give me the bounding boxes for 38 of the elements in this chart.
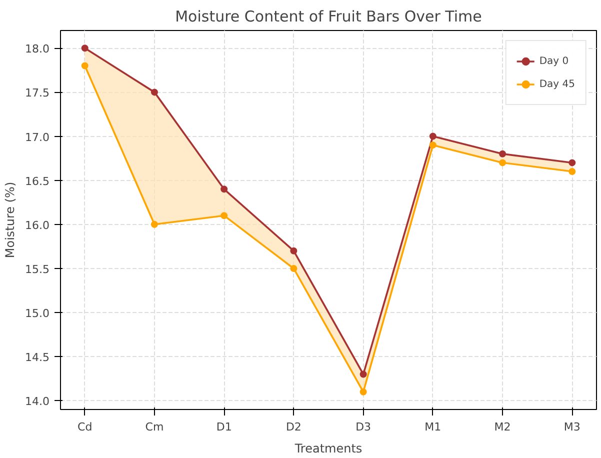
x-tick-label: M2 bbox=[494, 420, 511, 434]
x-tick-label: Cm bbox=[145, 420, 164, 434]
x-tick-label: M1 bbox=[424, 420, 442, 434]
x-tick-label: D2 bbox=[286, 420, 302, 434]
point bbox=[360, 388, 367, 396]
point bbox=[220, 212, 228, 220]
x-tick-label: D3 bbox=[356, 420, 372, 434]
point bbox=[150, 220, 158, 228]
y-tick-label: 16.5 bbox=[25, 174, 50, 188]
point bbox=[568, 159, 576, 166]
y-tick-label: 15.0 bbox=[25, 307, 50, 320]
point bbox=[499, 150, 506, 158]
chart-title: Moisture Content of Fruit Bars Over Time bbox=[175, 8, 482, 26]
point bbox=[429, 142, 436, 149]
y-tick-label: 17.0 bbox=[25, 130, 50, 144]
x-tick-label: Cd bbox=[78, 420, 92, 434]
point bbox=[220, 186, 228, 193]
y-tick-label: 15.5 bbox=[25, 262, 50, 276]
x-axis-title: Treatments bbox=[294, 442, 362, 456]
y-tick-label: 14.0 bbox=[25, 395, 50, 408]
point bbox=[290, 264, 298, 272]
point bbox=[81, 62, 88, 70]
y-tick-label: 16.0 bbox=[25, 218, 50, 232]
y-tick-label: 17.5 bbox=[25, 86, 50, 100]
point bbox=[429, 132, 436, 140]
legend-label: Day 0 bbox=[539, 56, 569, 66]
point bbox=[360, 370, 367, 378]
x-tick-label: M3 bbox=[564, 420, 580, 434]
point bbox=[81, 44, 88, 52]
point bbox=[568, 168, 576, 176]
x-tick-label: D1 bbox=[216, 420, 232, 434]
y-tick-label: 18.0 bbox=[25, 42, 50, 56]
point bbox=[150, 88, 158, 96]
point bbox=[499, 159, 506, 166]
legend-label: Day 45 bbox=[539, 78, 575, 90]
y-tick-label: 14.5 bbox=[25, 351, 50, 364]
point bbox=[290, 247, 298, 254]
y-axis-title: Moisture (%) bbox=[3, 182, 18, 258]
